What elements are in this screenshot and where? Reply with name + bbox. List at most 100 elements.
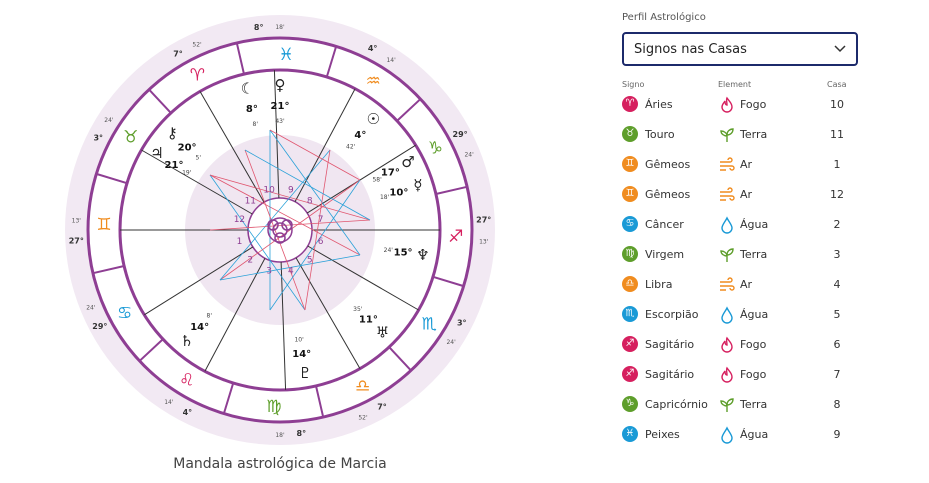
element-name: Água	[740, 218, 769, 231]
house-number: 11	[830, 128, 844, 141]
cusp-degree-label: 7°	[377, 403, 387, 412]
cusp-minute-label: 18'	[275, 24, 285, 31]
sign-divider	[432, 275, 464, 288]
house-cusp-line	[306, 144, 416, 214]
sign-divider	[388, 346, 412, 372]
planet-glyph: ☿	[413, 176, 422, 194]
house-number: 9	[833, 428, 841, 441]
house-number: 2	[833, 218, 841, 231]
sign-name: Sagitário	[645, 368, 695, 381]
cusp-minute-label: 14'	[164, 399, 174, 406]
planet-glyph: ☉	[366, 110, 379, 128]
astrological-profile-panel: Perfil Astrológico Signos nas Casas Sign…	[622, 12, 912, 454]
planet-glyph: ♅	[376, 324, 389, 342]
element-name: Terra	[740, 398, 768, 411]
agua-element-icon	[718, 426, 736, 444]
fogo-element-icon	[718, 96, 736, 114]
house-cusp-line	[280, 261, 287, 390]
planet-degree: 15°	[394, 248, 413, 259]
chart-caption: Mandala astrológica de Marcia	[173, 456, 387, 472]
sign-divider	[315, 385, 325, 418]
zodiac-sign-glyph: ♌	[179, 370, 194, 390]
element-name: Fogo	[740, 98, 767, 111]
element-name: Fogo	[740, 338, 767, 351]
house-number-label: 3	[266, 267, 272, 277]
house-number: 6	[833, 338, 841, 351]
planet-glyph: ♇	[298, 364, 311, 382]
house-number: 8	[833, 398, 841, 411]
house-number: 10	[830, 98, 844, 111]
house-cusp-line	[307, 245, 419, 311]
element-name: Água	[740, 428, 769, 441]
element-name: Terra	[740, 128, 768, 141]
house-number: 1	[833, 158, 841, 171]
fogo-element-icon	[718, 366, 736, 384]
table-row: ♎ Libra Ar 4	[622, 274, 912, 304]
house-number-label: 11	[245, 196, 256, 206]
table-header: Signo Element Casa	[622, 80, 912, 94]
house-number-label: 4	[288, 267, 294, 277]
mandala-wheel: ♈♓♒♑♐♏♎♍♌♋♊♉ 8° 18'4°14'29°24'27°13'3°24'…	[65, 15, 495, 445]
planet-degree: 17°	[381, 167, 400, 178]
planet-glyph: ♃	[150, 144, 163, 162]
house-number: 7	[833, 368, 841, 381]
planet-degree: 14°	[292, 349, 311, 360]
cusp-degree-label: 4°	[183, 408, 193, 417]
planet-minute: 58'	[372, 176, 382, 183]
cusp-minute-label: 13'	[72, 217, 82, 224]
cusp-degree-label: 7°	[173, 49, 183, 58]
house-number-label: 7	[318, 215, 324, 225]
table-row: ♊ Gêmeos Ar 12	[622, 184, 912, 214]
planet-glyph: ♀	[275, 76, 286, 94]
sign-divider	[235, 42, 245, 75]
aspect-line	[219, 254, 361, 281]
cusp-minute-label: 24'	[86, 304, 96, 311]
planet-glyph: ♆	[416, 246, 429, 264]
cusp-degree-label: 29°	[92, 322, 107, 331]
planet-degree: 14°	[190, 322, 209, 333]
sign-name: Virgem	[645, 248, 685, 261]
ar-element-icon	[718, 186, 736, 204]
sign-name: Peixes	[645, 428, 680, 441]
cusp-minute-label: 24'	[464, 152, 474, 159]
cusp-degree-label: 27°	[69, 237, 84, 246]
sign-divider	[435, 185, 468, 195]
sign-divider	[138, 338, 164, 362]
aspect-line	[209, 219, 371, 231]
sign-icon: ♈	[622, 96, 638, 112]
planet-minute: 8'	[207, 312, 213, 319]
profile-label: Perfil Astrológico	[622, 12, 706, 23]
planet-minute: 18'	[380, 194, 390, 201]
cusp-degree-label: 8°	[297, 429, 307, 438]
profile-dropdown[interactable]: Signos nas Casas	[622, 32, 858, 66]
house-number-label: 8	[307, 196, 313, 206]
element-name: Fogo	[740, 368, 767, 381]
cusp-minute-label: 52'	[192, 42, 202, 49]
house-number-label: 12	[234, 215, 245, 225]
planet-minute: 5'	[196, 154, 202, 161]
house-cusp-line	[204, 258, 266, 372]
table-row: ♐ Sagitário Fogo 7	[622, 364, 912, 394]
sign-name: Escorpião	[645, 308, 699, 321]
cusp-minute-label: 13'	[479, 239, 489, 246]
element-name: Ar	[740, 278, 753, 291]
cusp-degree-label: 3°	[93, 133, 103, 142]
header-signo: Signo	[622, 80, 645, 89]
chevron-down-icon	[834, 45, 846, 53]
zodiac-glyphs: ♈ ♓ ♒ ♑ ♐ ♏ ♎ ♍ ♌ ♋ ♊ ♉	[96, 45, 463, 417]
house-cusp-line	[294, 88, 356, 202]
zodiac-sign-glyph: ♏	[422, 314, 437, 334]
planet-minute: 43'	[275, 118, 285, 125]
sign-icon: ♊	[622, 186, 638, 202]
sign-icon: ♐	[622, 366, 638, 382]
house-number-label: 2	[247, 256, 253, 266]
sign-icon: ♏	[622, 306, 638, 322]
terra-element-icon	[718, 246, 736, 264]
aspect-line	[304, 149, 331, 311]
house-cusp-line	[199, 91, 265, 203]
planet-minute: 42'	[346, 144, 356, 151]
sign-icon: ♍	[622, 246, 638, 262]
agua-element-icon	[718, 216, 736, 234]
cusp-minute-label: 24'	[446, 339, 456, 346]
sign-name: Câncer	[645, 218, 684, 231]
